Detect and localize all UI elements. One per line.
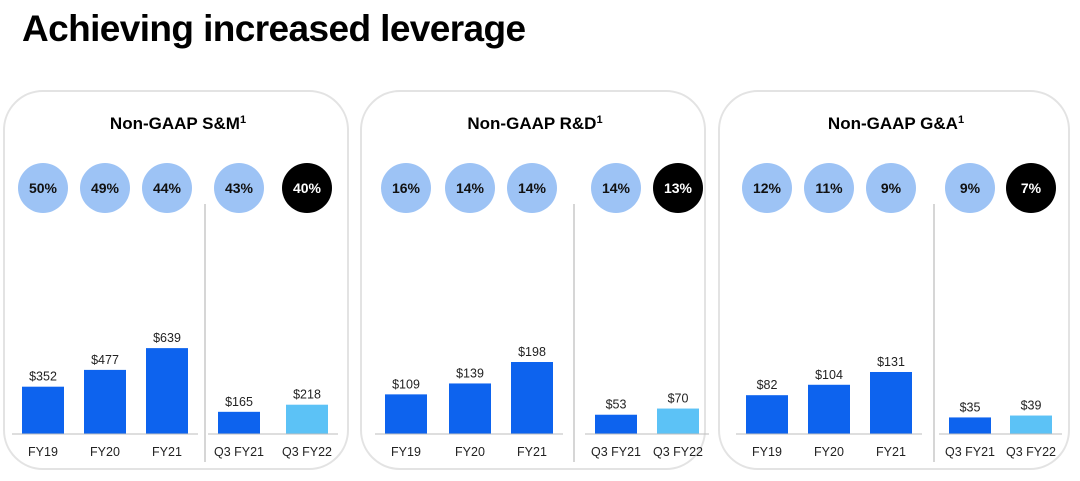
percent-label: 14% — [456, 180, 485, 196]
bar — [657, 408, 699, 434]
percent-label: 11% — [815, 180, 843, 196]
chart-svg-sm: Non-GAAP S&M1 50% $352 FY19 49% $477 FY20 44% $6… — [12, 114, 338, 462]
percent-circle — [742, 163, 792, 213]
value-label: $477 — [91, 353, 119, 367]
category-label: FY19 — [752, 445, 782, 459]
percent-circle — [945, 163, 995, 213]
chart-svg-rd: Non-GAAP R&D1 16% $109 FY19 14% $139 FY20 14% $1… — [375, 114, 709, 462]
category-label: FY20 — [455, 445, 485, 459]
percent-label: 40% — [293, 180, 322, 196]
bar — [595, 414, 637, 434]
category-label: Q3 FY22 — [653, 445, 703, 459]
percent-circle — [653, 163, 703, 213]
value-label: $53 — [606, 398, 627, 412]
slide-title: Achieving increased leverage — [22, 8, 526, 49]
value-label: $39 — [1021, 399, 1042, 413]
chart-panel-sm: Non-GAAP S&M1 50% $352 FY19 49% $477 FY20 44% $6… — [3, 90, 349, 470]
category-label: FY21 — [152, 445, 182, 459]
chart-title-ga: Non-GAAP G&A1 — [828, 114, 964, 133]
percent-label: 49% — [91, 180, 120, 196]
percent-circle — [507, 163, 557, 213]
category-label: Q3 FY22 — [1006, 445, 1056, 459]
value-label: $198 — [518, 345, 546, 359]
category-label: FY21 — [517, 445, 547, 459]
chart-svg-ga: Non-GAAP G&A1 12% $82 FY19 11% $104 FY20 9% $131… — [736, 114, 1062, 462]
percent-circle — [80, 163, 130, 213]
percent-label: 9% — [881, 180, 902, 196]
bar — [22, 386, 64, 434]
value-label: $35 — [960, 400, 981, 414]
chart-panel-rd: Non-GAAP R&D1 16% $109 FY19 14% $139 FY20 14% $1… — [360, 90, 709, 470]
footnote-marker: 1 — [958, 114, 964, 126]
value-label: $70 — [668, 392, 689, 406]
percent-label: 50% — [29, 180, 58, 196]
percent-circle — [591, 163, 641, 213]
bar — [385, 394, 427, 434]
category-label: FY20 — [814, 445, 844, 459]
bar — [1010, 415, 1052, 434]
value-label: $104 — [815, 368, 843, 382]
percent-circle — [866, 163, 916, 213]
category-label: Q3 FY22 — [282, 445, 332, 459]
bar — [146, 348, 188, 434]
value-label: $82 — [757, 378, 778, 392]
value-label: $218 — [293, 388, 321, 402]
percent-label: 7% — [1021, 180, 1042, 196]
category-label: FY19 — [28, 445, 58, 459]
percent-label: 14% — [602, 180, 631, 196]
percent-circle — [282, 163, 332, 213]
bar — [449, 383, 491, 434]
bar — [84, 369, 126, 434]
bar — [286, 404, 328, 434]
value-label: $109 — [392, 377, 420, 391]
percent-label: 13% — [664, 180, 693, 196]
percent-label: 16% — [392, 180, 421, 196]
percent-circle — [18, 163, 68, 213]
percent-circle — [142, 163, 192, 213]
percent-label: 12% — [753, 180, 782, 196]
bar — [949, 417, 991, 434]
percent-circle — [445, 163, 495, 213]
category-label: FY20 — [90, 445, 120, 459]
value-label: $639 — [153, 331, 181, 345]
value-label: $352 — [29, 370, 57, 384]
percent-circle — [381, 163, 431, 213]
percent-label: 14% — [518, 180, 547, 196]
percent-label: 44% — [153, 180, 182, 196]
percent-label: 43% — [225, 180, 254, 196]
value-label: $139 — [456, 366, 484, 380]
category-label: FY19 — [391, 445, 421, 459]
category-label: FY21 — [876, 445, 906, 459]
percent-circle — [214, 163, 264, 213]
percent-circle — [1006, 163, 1056, 213]
category-label: Q3 FY21 — [945, 445, 995, 459]
chart-title-sm: Non-GAAP S&M1 — [110, 114, 246, 133]
percent-circle — [804, 163, 854, 213]
value-label: $165 — [225, 395, 253, 409]
bar — [870, 371, 912, 434]
chart-title-rd: Non-GAAP R&D1 — [467, 114, 602, 133]
bar — [808, 384, 850, 434]
footnote-marker: 1 — [596, 114, 602, 126]
bar — [511, 362, 553, 434]
percent-label: 9% — [960, 180, 981, 196]
category-label: Q3 FY21 — [591, 445, 641, 459]
category-label: Q3 FY21 — [214, 445, 264, 459]
value-label: $131 — [877, 355, 905, 369]
footnote-marker: 1 — [240, 114, 246, 126]
bar — [218, 411, 260, 434]
bar — [746, 395, 788, 434]
chart-panel-ga: Non-GAAP G&A1 12% $82 FY19 11% $104 FY20 9% $131… — [718, 90, 1070, 470]
